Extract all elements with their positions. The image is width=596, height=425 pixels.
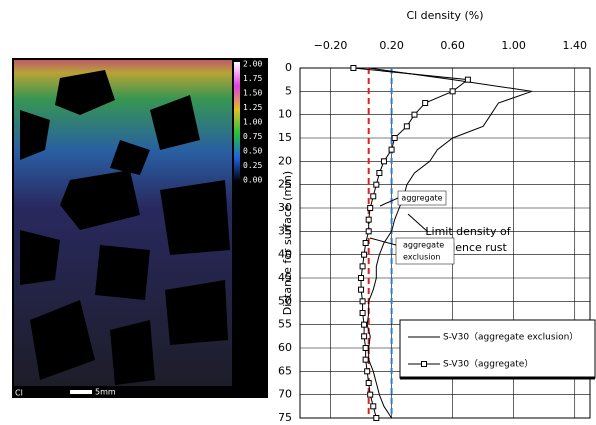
x-tick-label: 1.40 <box>562 39 587 52</box>
colorbar-label: 1.75 <box>243 74 262 83</box>
y-tick-label: 40 <box>278 248 292 261</box>
x-axis-title: Cl density (%) <box>406 9 483 22</box>
legend-label: S-V30（aggregate） <box>443 359 533 370</box>
y-tick-label: 55 <box>278 318 292 331</box>
y-tick-label: 20 <box>278 154 292 167</box>
image-scale: 5mm <box>95 388 116 397</box>
series-marker <box>411 111 418 118</box>
series-marker <box>422 100 429 106</box>
y-tick-label: 15 <box>278 131 292 144</box>
y-tick-label: 0 <box>285 61 292 74</box>
series-marker <box>365 380 372 386</box>
y-tick-label: 60 <box>278 341 292 354</box>
series-marker <box>359 298 366 305</box>
series-marker <box>362 345 369 351</box>
epma-image: 2.001.751.501.251.000.750.500.250.00 Cl … <box>12 58 268 398</box>
legend <box>399 319 596 379</box>
series-marker <box>361 321 368 328</box>
series-marker <box>380 158 387 165</box>
series-marker <box>350 65 357 71</box>
annotation-arrow <box>379 197 399 207</box>
series-marker <box>362 356 369 363</box>
colorbar-label: 1.25 <box>243 103 262 112</box>
y-tick-label: 50 <box>278 294 292 307</box>
colorbar-label: 0.25 <box>243 161 262 170</box>
series-marker <box>367 391 374 398</box>
series-marker <box>358 286 365 293</box>
series-marker <box>365 228 372 235</box>
x-tick-label: 0.20 <box>379 39 404 52</box>
y-tick-label: 5 <box>285 84 292 97</box>
series-marker <box>388 146 395 153</box>
series-marker <box>358 275 365 281</box>
series-marker <box>403 123 410 130</box>
series-marker <box>361 333 368 340</box>
series-marker <box>359 310 366 316</box>
y-tick-label: 10 <box>278 108 292 121</box>
series-line <box>366 67 533 419</box>
colorbar-label: 1.00 <box>243 118 262 127</box>
legend-label: S-V30（aggregate exclusion） <box>443 332 578 343</box>
series-marker <box>361 251 368 258</box>
annotation: exclusion <box>403 253 440 262</box>
y-tick-label: 65 <box>278 364 292 377</box>
annotation: aggregate <box>401 194 442 203</box>
x-tick-label: −0.20 <box>314 39 348 52</box>
series-marker <box>364 368 371 375</box>
series-marker <box>362 240 369 246</box>
colorbar-label: 0.75 <box>243 132 262 141</box>
annotation-box <box>395 237 455 265</box>
series-marker <box>376 170 383 176</box>
x-tick-label: 1.00 <box>501 39 526 52</box>
y-tick-label: 35 <box>278 224 292 237</box>
series-marker <box>391 135 398 141</box>
image-label: Cl <box>15 389 23 398</box>
series-marker <box>370 193 377 200</box>
legend-marker <box>421 361 427 367</box>
y-tick-label: 25 <box>278 178 292 191</box>
series-marker <box>449 88 456 95</box>
series-marker <box>464 76 471 83</box>
annotation: aggregate <box>403 241 444 250</box>
y-tick-label: 75 <box>278 411 292 424</box>
annotation-arrow <box>369 237 397 246</box>
colorbar-label: 1.50 <box>243 89 262 98</box>
series-marker <box>367 205 374 211</box>
colorbar-label: 0.50 <box>243 147 262 156</box>
series-marker <box>370 403 377 410</box>
y-tick-label: 30 <box>278 201 292 214</box>
y-tick-label: 70 <box>278 388 292 401</box>
annotation-arrow <box>407 213 429 233</box>
y-axis-title: Distance for surface (mm) <box>281 171 294 315</box>
x-tick-label: 0.60 <box>440 39 465 52</box>
series-marker <box>373 415 380 421</box>
series-marker <box>359 263 366 270</box>
annotation: Limit density of <box>425 225 511 238</box>
colorbar-label: 2.00 <box>243 60 262 69</box>
series-marker <box>365 216 372 223</box>
y-tick-label: 45 <box>278 271 292 284</box>
series-marker <box>373 181 380 188</box>
colorbar-label: 0.00 <box>243 176 262 185</box>
